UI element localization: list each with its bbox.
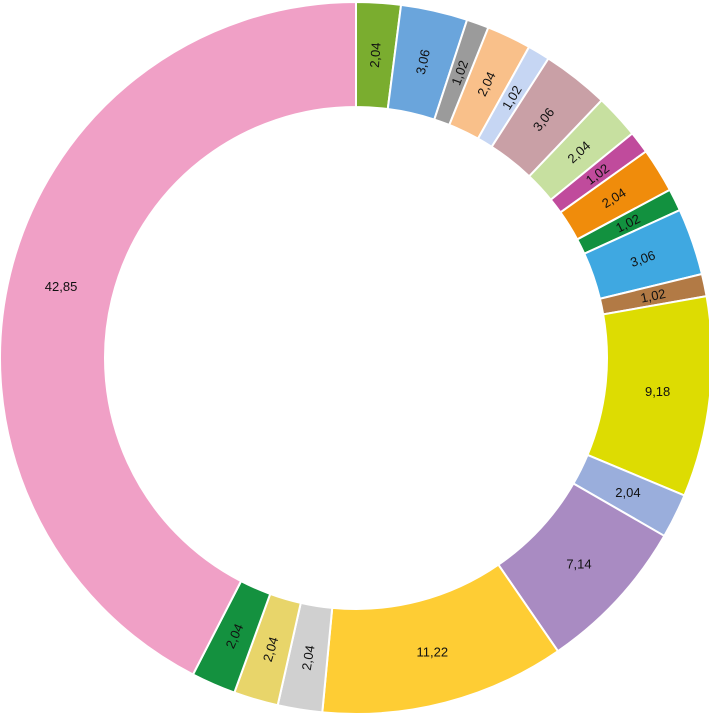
donut-slice-20 <box>0 0 357 676</box>
slice-label-1: 2,04 <box>367 42 384 68</box>
slice-label-18: 2,04 <box>260 635 282 664</box>
slice-label-16: 11,22 <box>417 644 449 659</box>
slice-label-20: 42,85 <box>45 279 78 294</box>
slice-label-17: 2,04 <box>299 644 318 671</box>
slice-label-2: 3,06 <box>413 48 433 76</box>
slice-label-13: 9,18 <box>645 384 670 399</box>
slice-label-14: 2,04 <box>615 485 640 500</box>
slice-label-15: 7,14 <box>566 556 591 571</box>
slice-label-12: 1,02 <box>639 286 667 306</box>
